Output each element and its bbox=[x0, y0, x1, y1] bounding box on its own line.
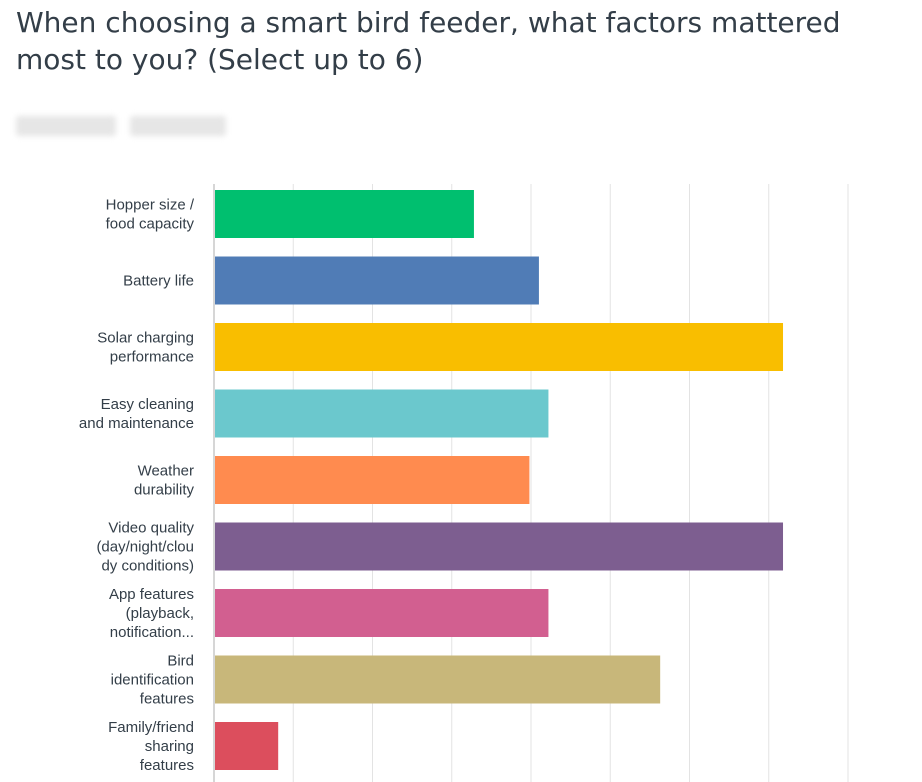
question-title: When choosing a smart bird feeder, what … bbox=[16, 6, 841, 76]
bar-chart: Hopper size / food capacity Battery life So… bbox=[79, 184, 849, 782]
redacted-block bbox=[16, 116, 116, 136]
category-labels: Hopper size / food capacity Battery life So… bbox=[79, 197, 195, 775]
bar[interactable] bbox=[215, 522, 784, 571]
category-label: Easy cleaning and maintenance bbox=[79, 396, 194, 432]
category-label: App features (playback, notification... bbox=[109, 586, 194, 641]
redacted-block bbox=[130, 116, 226, 136]
category-label: Bird identification features bbox=[111, 653, 194, 708]
bar[interactable] bbox=[215, 389, 549, 438]
category-label: Video quality (day/night/clou dy condition… bbox=[96, 520, 194, 575]
bar[interactable] bbox=[215, 190, 474, 238]
bar[interactable] bbox=[215, 256, 539, 305]
category-label: Hopper size / food capacity bbox=[106, 197, 195, 233]
bar[interactable] bbox=[215, 589, 549, 637]
category-label: Weather durability bbox=[134, 463, 195, 499]
bar[interactable] bbox=[215, 323, 784, 371]
category-label: Family/friend sharing features bbox=[108, 719, 194, 774]
bars bbox=[215, 190, 784, 770]
bar[interactable] bbox=[215, 655, 661, 704]
bar[interactable] bbox=[215, 456, 530, 504]
category-label: Solar charging performance bbox=[97, 330, 194, 366]
category-label: Battery life bbox=[123, 273, 194, 290]
bar[interactable] bbox=[215, 722, 279, 770]
redacted-subtitle bbox=[16, 116, 248, 138]
